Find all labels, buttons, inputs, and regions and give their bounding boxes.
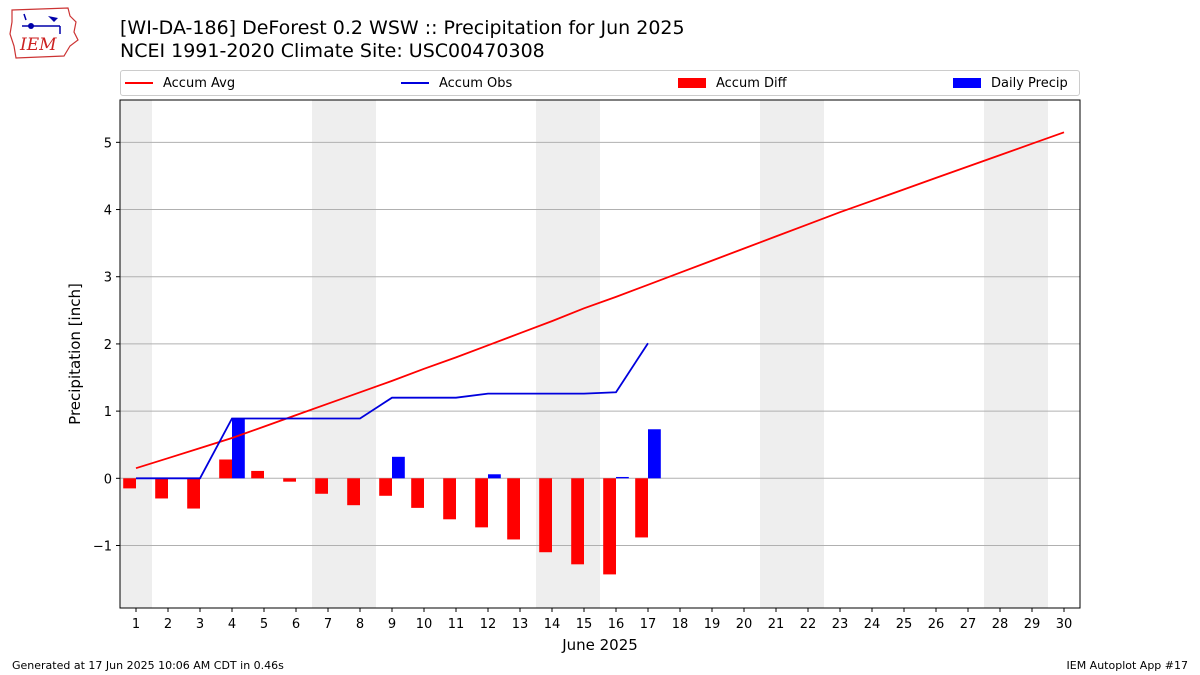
x-tick-label: 10: [416, 617, 433, 632]
x-tick-label: 29: [1024, 617, 1041, 632]
daily-precip-bar: [232, 418, 245, 479]
x-tick-label: 8: [356, 617, 364, 632]
legend-label-accum-diff: Accum Diff: [716, 75, 787, 91]
daily-precip-bar: [488, 474, 501, 479]
legend-swatch-accum-diff: [678, 78, 706, 88]
x-tick-label: 24: [864, 617, 881, 632]
accum-diff-bar: [187, 478, 200, 509]
plot-frame: [119, 99, 1081, 609]
accum-obs-line: [136, 342, 649, 480]
weekend-band: [984, 100, 1016, 608]
y-tick-label: −1: [93, 540, 112, 555]
x-tick-label: 16: [608, 617, 625, 632]
x-tick-label: 17: [640, 617, 657, 632]
daily-precip-bar: [392, 456, 405, 479]
weekend-band: [1016, 100, 1048, 608]
chart-legend: Accum Avg Accum Obs Accum Diff Daily Pre…: [120, 70, 1080, 96]
y-tick-label: 0: [104, 472, 112, 487]
legend-item-accum-diff: Accum Diff: [678, 74, 787, 92]
x-tick-label: 6: [292, 617, 300, 632]
x-tick-label: 21: [768, 617, 785, 632]
daily-precip-bar: [616, 476, 629, 479]
svg-text:IEM: IEM: [19, 35, 57, 55]
legend-label-accum-obs: Accum Obs: [439, 75, 513, 91]
x-tick-label: 9: [388, 617, 396, 632]
y-axis-label: Precipitation [inch]: [66, 283, 84, 425]
accum-diff-bar: [283, 478, 296, 482]
accum-diff-bar: [251, 470, 264, 479]
x-tick-label: 5: [260, 617, 268, 632]
accum-diff-bar: [507, 478, 520, 540]
x-tick-label: 28: [992, 617, 1009, 632]
y-tick-label: 3: [104, 271, 112, 286]
legend-label-accum-avg: Accum Avg: [163, 75, 236, 91]
legend-swatch-accum-obs: [401, 82, 429, 84]
x-tick-label: 27: [960, 617, 977, 632]
weekend-band: [120, 100, 152, 608]
accum-diff-bar: [603, 478, 616, 575]
generated-note: Generated at 17 Jun 2025 10:06 AM CDT in…: [12, 659, 284, 672]
legend-item-accum-obs: Accum Obs: [401, 74, 512, 92]
x-tick-label: 19: [704, 617, 721, 632]
x-tick-label: 11: [448, 617, 465, 632]
accum-diff-bar: [219, 459, 232, 479]
accum-diff-bar: [539, 478, 552, 553]
x-tick-label: 15: [576, 617, 593, 632]
chart-title: [WI-DA-186] DeForest 0.2 WSW :: Precipit…: [120, 17, 685, 39]
y-tick-label: 2: [104, 338, 112, 353]
x-tick-label: 20: [736, 617, 753, 632]
accum-diff-bar: [475, 478, 488, 528]
x-tick-label: 7: [324, 617, 332, 632]
x-tick-label: 14: [544, 617, 561, 632]
accum-diff-bar: [443, 478, 456, 520]
accum-diff-bar: [347, 478, 360, 506]
accum-diff-bar: [635, 478, 648, 538]
x-tick-label: 18: [672, 617, 689, 632]
iem-logo: IEM: [8, 6, 80, 60]
y-tick-label: 4: [104, 204, 112, 219]
x-tick-label: 23: [832, 617, 849, 632]
daily-precip-bar: [648, 429, 661, 479]
x-tick-label: 3: [196, 617, 204, 632]
x-tick-label: 25: [896, 617, 913, 632]
weekend-band: [760, 100, 792, 608]
accum-diff-bar: [155, 478, 168, 499]
y-tick-label: 5: [104, 136, 112, 151]
x-axis-label: June 2025: [561, 636, 638, 654]
accum-diff-bar: [379, 478, 392, 496]
x-tick-label: 26: [928, 617, 945, 632]
x-tick-label: 12: [480, 617, 497, 632]
legend-label-daily-precip: Daily Precip: [991, 75, 1068, 91]
y-tick-label: 1: [104, 405, 112, 420]
x-tick-label: 13: [512, 617, 529, 632]
weekend-band: [344, 100, 376, 608]
legend-swatch-daily-precip: [953, 78, 981, 88]
accum-diff-bar: [411, 478, 424, 508]
x-tick-label: 22: [800, 617, 817, 632]
legend-swatch-accum-avg: [125, 82, 153, 84]
x-tick-label: 1: [132, 617, 140, 632]
x-tick-label: 2: [164, 617, 172, 632]
accum-avg-line: [135, 131, 1065, 470]
app-credit: IEM Autoplot App #17: [1066, 659, 1189, 672]
legend-item-daily-precip: Daily Precip: [953, 74, 1068, 92]
accum-diff-bar: [123, 478, 136, 489]
x-tick-label: 4: [228, 617, 236, 632]
x-tick-label: 30: [1056, 617, 1073, 632]
weekend-band: [312, 100, 344, 608]
accum-diff-bar: [315, 478, 328, 494]
legend-item-accum-avg: Accum Avg: [125, 74, 235, 92]
weekend-band: [792, 100, 824, 608]
chart-subtitle: NCEI 1991-2020 Climate Site: USC00470308: [120, 40, 545, 62]
accum-diff-bar: [571, 478, 584, 565]
